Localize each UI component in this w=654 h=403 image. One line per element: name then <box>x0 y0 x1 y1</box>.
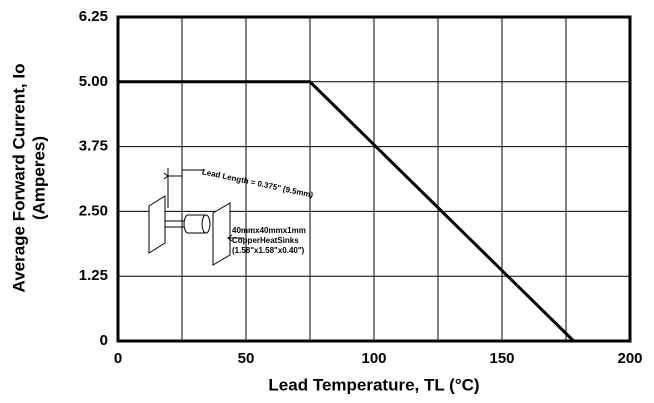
y-tick-label: 2.50 <box>79 202 108 219</box>
y-axis-title: Average Forward Current, Io <box>9 64 28 293</box>
chart: Average Forward Current, Io (Amperes) Le… <box>0 0 654 403</box>
x-tick-label: 100 <box>361 350 386 367</box>
y-tick-label: 1.25 <box>79 267 108 284</box>
x-tick-label: 150 <box>489 350 514 367</box>
x-tick-label: 0 <box>114 350 122 367</box>
y-tick-label: 6.25 <box>79 8 108 25</box>
y-axis-title: (Amperes) <box>29 136 48 220</box>
heat-sink-note: 40mmx40mmx1mm <box>232 226 306 235</box>
y-tick-label: 3.75 <box>79 138 108 155</box>
y-tick-label: 0 <box>100 332 108 349</box>
heat-sink-note: CopperHeatSinks <box>232 236 299 245</box>
x-axis-title: Lead Temperature, TL (°C) <box>268 375 479 394</box>
lead-length-note: Lead Length = 0.375" (9.5mm) <box>201 167 314 199</box>
x-tick-label: 50 <box>238 350 255 367</box>
x-tick-label: 200 <box>617 350 642 367</box>
heat-sink-note: (1.58"x1.58"x0.40") <box>232 246 305 255</box>
y-tick-label: 5.00 <box>79 73 108 90</box>
